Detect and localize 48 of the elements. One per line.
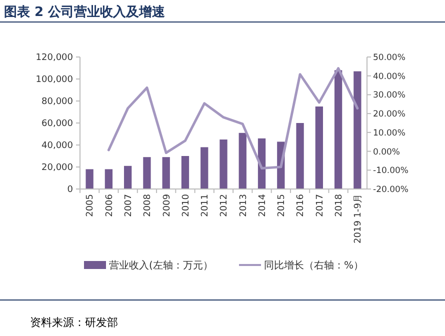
x-tick-label: 2005 <box>86 194 96 217</box>
y2-tick-label: 30.00% <box>373 90 406 101</box>
x-tick-label: 2014 <box>258 194 268 217</box>
y-tick-label: 0 <box>67 185 74 196</box>
x-tick-label: 2015 <box>277 194 288 217</box>
chart-title: 图表 2 公司营业收入及增速 <box>4 4 166 20</box>
bar <box>334 70 342 189</box>
x-tick-label: 2011 <box>200 194 211 217</box>
x-tick-label: 2008 <box>143 194 154 217</box>
bar <box>181 156 190 189</box>
x-tick-label: 2007 <box>124 194 134 217</box>
y-tick-label: 120,000 <box>36 53 74 64</box>
legend-label: 营业收入(左轴：万元） <box>109 260 213 272</box>
y-tick-label: 80,000 <box>42 97 74 108</box>
x-tick-label: 2018 <box>334 194 344 217</box>
y-tick-label: 100,000 <box>36 75 74 86</box>
bar <box>143 157 151 189</box>
x-tick-label: 2017 <box>315 194 326 217</box>
y-tick-label: 60,000 <box>42 119 74 130</box>
y2-tick-label: -10.00% <box>373 166 408 176</box>
bar <box>124 166 132 189</box>
bar <box>162 157 170 189</box>
x-tick-label: 2006 <box>104 194 115 217</box>
y2-tick-label: 50.00% <box>373 52 406 63</box>
legend-label: 同比增长（右轴：%） <box>264 260 364 272</box>
bar <box>354 71 362 189</box>
bar <box>220 140 228 189</box>
text: 资料来源：研发部 <box>30 316 118 329</box>
x-tick-label: 2013 <box>238 194 249 217</box>
y2-tick-label: 10.00% <box>373 128 406 138</box>
y-tick-label: 20,000 <box>42 163 74 174</box>
x-tick-label: 2019 1-9月 <box>354 194 364 244</box>
x-tick-label: 2016 <box>296 194 306 217</box>
bar <box>315 106 323 189</box>
bar <box>238 132 246 189</box>
bar <box>200 147 208 189</box>
x-tick-label: 2010 <box>181 194 192 217</box>
x-tick-label: 2009 <box>162 194 172 217</box>
bar <box>296 123 304 189</box>
y2-tick-label: 20.00% <box>373 110 406 120</box>
bar <box>86 169 94 189</box>
bar <box>104 169 113 189</box>
y2-tick-label: 0.00% <box>373 147 400 158</box>
y2-tick-label: -20.00% <box>373 184 408 195</box>
y2-tick-label: 40.00% <box>373 72 406 82</box>
line-series <box>107 67 359 170</box>
y-tick-label: 40,000 <box>42 141 74 152</box>
x-tick-label: 2012 <box>220 194 230 217</box>
